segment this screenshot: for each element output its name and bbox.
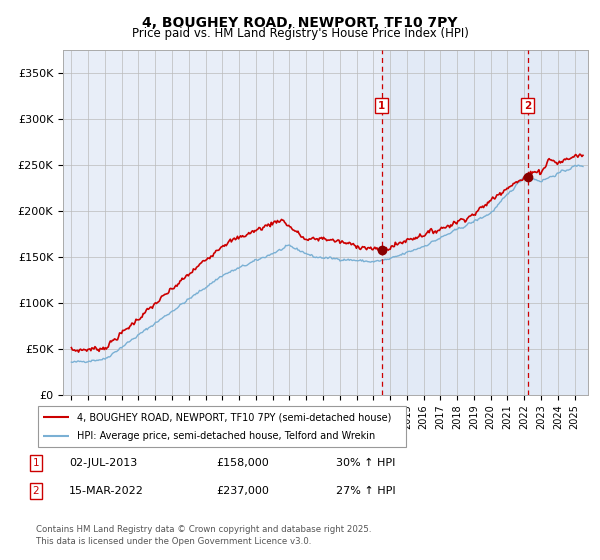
Text: 4, BOUGHEY ROAD, NEWPORT, TF10 7PY: 4, BOUGHEY ROAD, NEWPORT, TF10 7PY [142,16,458,30]
Text: Price paid vs. HM Land Registry's House Price Index (HPI): Price paid vs. HM Land Registry's House … [131,27,469,40]
Text: £158,000: £158,000 [216,458,269,468]
Text: 30% ↑ HPI: 30% ↑ HPI [336,458,395,468]
Bar [382,50,527,395]
Text: 27% ↑ HPI: 27% ↑ HPI [336,486,395,496]
Text: 1: 1 [378,100,385,110]
Text: 15-MAR-2022: 15-MAR-2022 [69,486,144,496]
Text: 02-JUL-2013: 02-JUL-2013 [69,458,137,468]
Text: Contains HM Land Registry data © Crown copyright and database right 2025.
This d: Contains HM Land Registry data © Crown c… [36,525,371,545]
FancyBboxPatch shape [38,407,406,447]
Text: 1: 1 [32,458,40,468]
Text: £237,000: £237,000 [216,486,269,496]
Text: 2: 2 [32,486,40,496]
Text: HPI: Average price, semi-detached house, Telford and Wrekin: HPI: Average price, semi-detached house,… [77,431,375,441]
Text: 2: 2 [524,100,531,110]
Bar [527,50,588,395]
Text: 4, BOUGHEY ROAD, NEWPORT, TF10 7PY (semi-detached house): 4, BOUGHEY ROAD, NEWPORT, TF10 7PY (semi… [77,412,391,422]
